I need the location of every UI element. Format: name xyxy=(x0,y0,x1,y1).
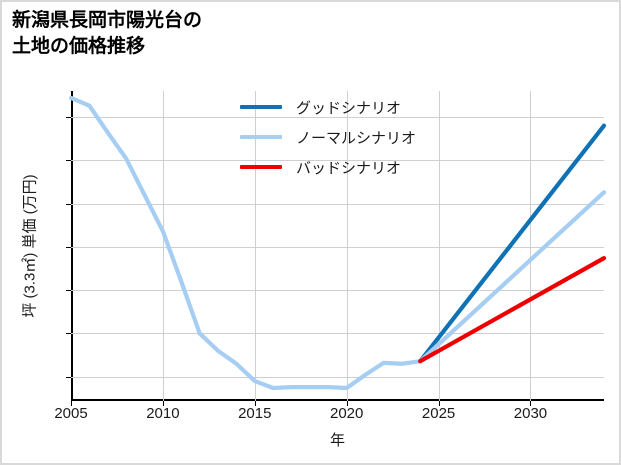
x-tick-mark xyxy=(346,401,348,406)
x-tick-label: 2010 xyxy=(146,405,180,422)
gridline-horizontal xyxy=(71,290,604,292)
x-tick-label: 2030 xyxy=(513,405,548,422)
gridline-vertical xyxy=(346,91,348,401)
gridline-vertical xyxy=(438,91,440,401)
plot-frame xyxy=(71,91,604,401)
legend-color-swatch xyxy=(240,134,282,140)
x-tick-label: 2025 xyxy=(421,405,456,422)
y-tick-mark xyxy=(66,116,71,118)
chart-title: 新潟県長岡市陽光台の 土地の価格推移 xyxy=(12,10,203,57)
y-tick-mark xyxy=(66,333,71,335)
x-tick-mark xyxy=(438,401,440,406)
x-tick-mark xyxy=(254,401,256,406)
x-tick-mark xyxy=(162,401,164,406)
x-tick-label: 2015 xyxy=(238,405,272,422)
gridline-horizontal xyxy=(71,333,604,335)
legend-label: グッドシナリオ xyxy=(296,99,402,117)
legend-color-swatch xyxy=(240,164,282,170)
gridline-horizontal xyxy=(71,116,604,118)
series-line xyxy=(418,190,607,364)
legend-label: バッドシナリオ xyxy=(296,159,402,177)
legend-item[interactable]: グッドシナリオ xyxy=(240,98,416,117)
series-lines xyxy=(68,95,607,391)
plot-area: 5.56.06.57.07.58.08.5 200520102015202020… xyxy=(22,91,607,449)
gridline-horizontal xyxy=(71,246,604,248)
y-tick-mark xyxy=(66,376,71,378)
gridline-vertical xyxy=(162,91,164,401)
y-tick-mark xyxy=(66,246,71,248)
x-tick-mark xyxy=(530,401,532,406)
gridline-vertical xyxy=(254,91,256,401)
x-tick-label: 2005 xyxy=(54,405,88,422)
x-axis-label: 年 xyxy=(329,432,346,449)
legend-label: ノーマルシナリオ xyxy=(296,129,417,147)
y-tick-mark xyxy=(66,160,71,162)
series-line xyxy=(418,123,607,364)
gridline-horizontal xyxy=(71,376,604,378)
legend-color-swatch xyxy=(240,104,282,110)
series-line xyxy=(68,95,423,391)
y-tick-mark xyxy=(66,290,71,292)
y-axis-label: 坪 (3.3㎡) 単価 (万円) xyxy=(21,174,39,318)
gridline-vertical xyxy=(530,91,532,401)
x-tick-mark xyxy=(71,401,72,406)
chart-legend: グッドシナリオ ノーマルシナリオ バッドシナリオ xyxy=(240,98,417,177)
legend-item[interactable]: バッドシナリオ xyxy=(240,158,416,177)
gridline-horizontal xyxy=(71,160,604,162)
series-line xyxy=(418,256,607,364)
gridline-horizontal xyxy=(71,203,604,205)
x-tick-label: 2020 xyxy=(330,405,364,422)
y-tick-mark xyxy=(66,203,71,205)
legend-item[interactable]: ノーマルシナリオ xyxy=(240,128,417,147)
